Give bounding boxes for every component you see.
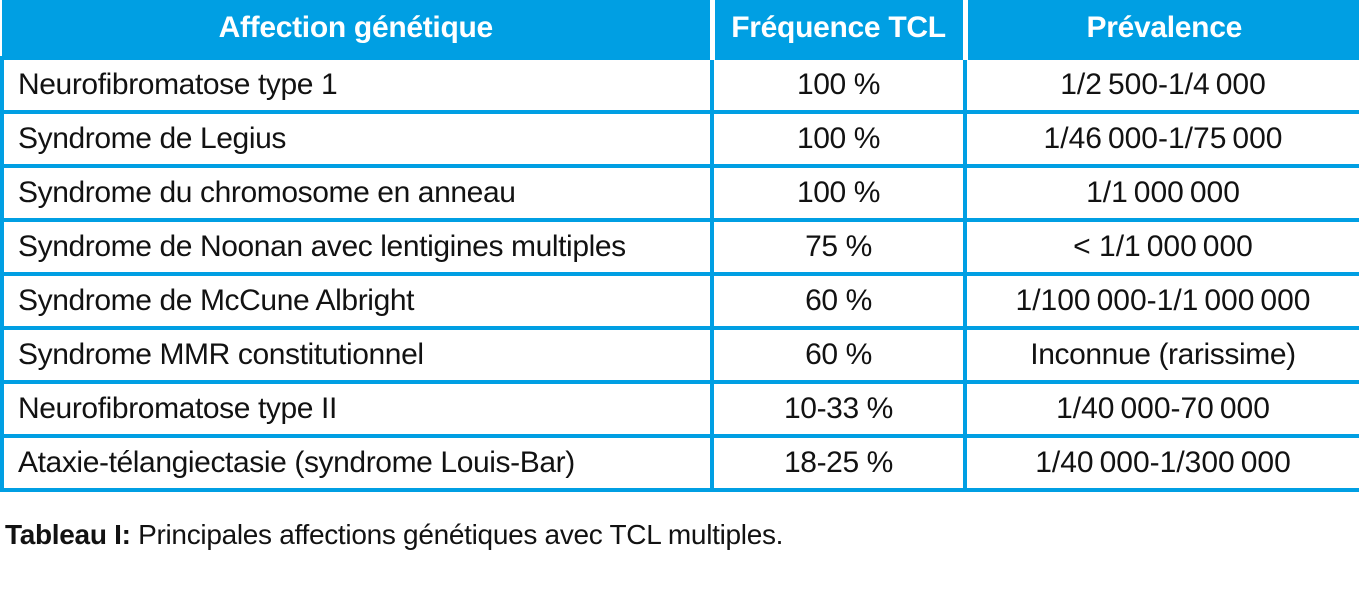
genetic-conditions-table: Affection génétique Fréquence TCL Préval… [0,0,1359,492]
cell-affection: Syndrome de McCune Albright [0,272,714,330]
column-header-frequence: Fréquence TCL [709,0,965,58]
header-row: Affection génétique Fréquence TCL Préval… [2,0,1359,58]
table-caption-label: Tableau I: [5,519,131,550]
cell-frequence: 18-25 % [710,434,967,492]
cell-frequence: 100 % [710,164,967,222]
cell-prevalence: 1/2 500-1/4 000 [963,56,1359,114]
cell-frequence: 100 % [710,56,967,114]
cell-prevalence: 1/46 000-1/75 000 [963,110,1359,168]
cell-affection: Syndrome MMR constitutionnel [0,326,714,384]
cell-frequence: 60 % [710,326,967,384]
table-row: Syndrome de McCune Albright 60 % 1/100 0… [0,272,1359,330]
table-header: Affection génétique Fréquence TCL Préval… [2,0,1359,58]
cell-prevalence: 1/100 000-1/1 000 000 [963,272,1359,330]
cell-prevalence: < 1/1 000 000 [963,218,1359,276]
table-row: Neurofibromatose type II 10-33 % 1/40 00… [0,380,1359,438]
table-row: Syndrome de Noonan avec lentigines multi… [0,218,1359,276]
cell-affection: Syndrome de Noonan avec lentigines multi… [0,218,714,276]
cell-prevalence: 1/1 000 000 [963,164,1359,222]
cell-affection: Ataxie-télangiectasie (syndrome Louis-Ba… [0,434,714,492]
table-caption: Tableau I: Principales affections généti… [0,519,1359,551]
cell-frequence: 10-33 % [710,380,967,438]
table-body: Neurofibromatose type 1 100 % 1/2 500-1/… [0,56,1359,492]
cell-prevalence: Inconnue (rarissime) [963,326,1359,384]
table-row: Neurofibromatose type 1 100 % 1/2 500-1/… [0,56,1359,114]
cell-affection: Neurofibromatose type II [0,380,714,438]
cell-affection: Syndrome du chromosome en anneau [0,164,714,222]
cell-frequence: 75 % [710,218,967,276]
cell-affection: Neurofibromatose type 1 [0,56,714,114]
table-row: Syndrome MMR constitutionnel 60 % Inconn… [0,326,1359,384]
table-row: Ataxie-télangiectasie (syndrome Louis-Ba… [0,434,1359,492]
column-header-prevalence: Prévalence [962,0,1359,58]
cell-prevalence: 1/40 000-70 000 [963,380,1359,438]
table-caption-text: Principales affections génétiques avec T… [138,519,784,550]
cell-prevalence: 1/40 000-1/300 000 [963,434,1359,492]
table-row: Syndrome de Legius 100 % 1/46 000-1/75 0… [0,110,1359,168]
cell-frequence: 60 % [710,272,967,330]
table-row: Syndrome du chromosome en anneau 100 % 1… [0,164,1359,222]
cell-frequence: 100 % [710,110,967,168]
cell-affection: Syndrome de Legius [0,110,714,168]
column-header-affection: Affection génétique [2,0,712,58]
